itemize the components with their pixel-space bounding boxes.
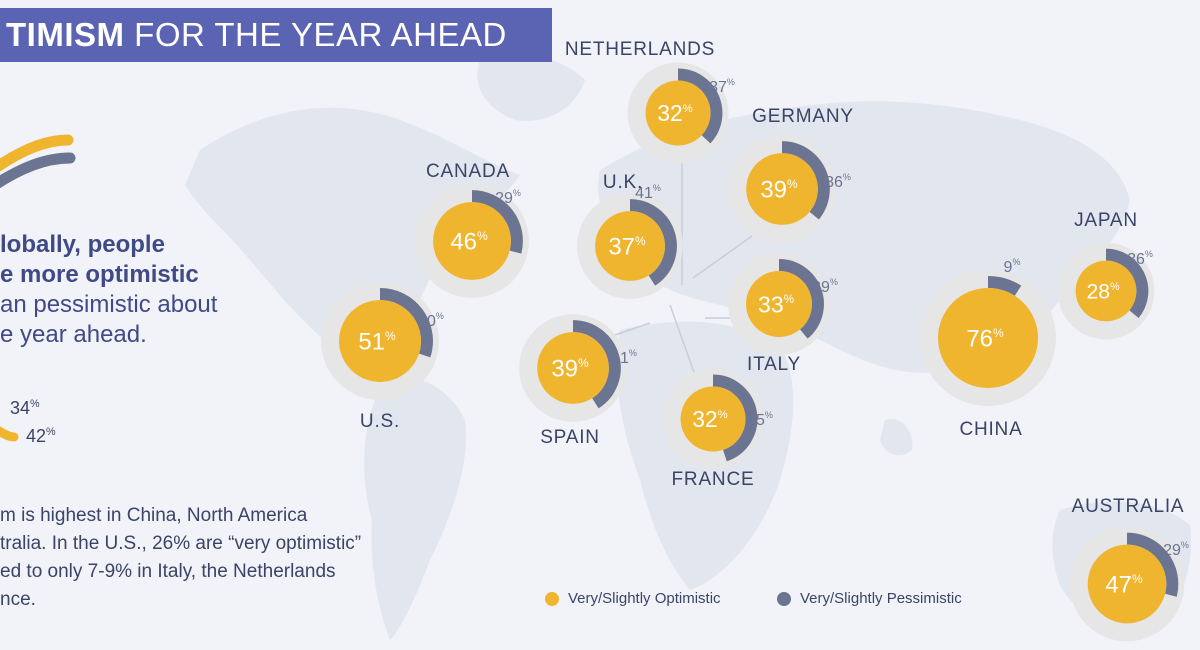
legend-optimistic: Very/Slightly Optimistic xyxy=(545,590,721,607)
country-canada-optimistic-disc xyxy=(433,202,511,280)
legend-pessimistic-swatch xyxy=(777,591,791,606)
legend-pessimistic-label: Very/Slightly Pessimistic xyxy=(800,590,962,607)
global-pessimistic-value: 34% xyxy=(10,398,40,418)
global-optimistic-value: 42% xyxy=(26,426,56,446)
global-arc-mini xyxy=(0,426,19,442)
country-japan: 28%36%JAPAN xyxy=(1057,210,1155,340)
country-china-optimistic-disc xyxy=(938,288,1038,388)
country-france-name: FRANCE xyxy=(672,469,755,490)
country-italy-optimistic-disc xyxy=(746,271,812,337)
country-japan-pessimistic-arc xyxy=(1105,248,1149,318)
headline-line-2: e more optimistic xyxy=(0,261,199,288)
legend-optimistic-swatch xyxy=(545,591,559,606)
global-arc-graphic xyxy=(0,134,76,442)
footnote-line-4: nce. xyxy=(0,589,36,610)
country-australia-pessimistic-arc xyxy=(1126,532,1179,597)
country-u-s-pessimistic-value: 30% xyxy=(418,311,444,330)
country-germany-optimistic-disc xyxy=(746,153,818,225)
footnote: m is highest in China, North America tra… xyxy=(0,502,361,614)
country-u-s-optimistic-disc xyxy=(339,300,421,382)
footnote-line-2: tralia. In the U.S., 26% are “very optim… xyxy=(0,533,362,554)
headline-line-4: e year ahead. xyxy=(0,321,147,348)
country-u-k-pessimistic-arc xyxy=(629,199,677,286)
leader-line-3 xyxy=(611,322,651,337)
landmass-0 xyxy=(185,107,520,353)
country-france-pessimistic-arc xyxy=(712,374,758,462)
country-canada-pessimistic-arc xyxy=(471,190,523,254)
country-france: 32% 45%FRANCE xyxy=(662,368,773,490)
country-germany-name: GERMANY xyxy=(752,106,854,127)
country-japan-optimistic-disc xyxy=(1075,260,1137,322)
country-japan-name: JAPAN xyxy=(1074,210,1138,231)
landmass-6 xyxy=(880,419,913,456)
headline: lobally, people e more optimistic an pes… xyxy=(0,230,217,350)
global-arc-pessimistic xyxy=(0,152,76,189)
country-canada: 46%29%CANADA xyxy=(415,161,529,298)
country-japan-pessimistic-value: 36% xyxy=(1127,249,1153,268)
country-china-name: CHINA xyxy=(959,419,1022,440)
headline-line-1: lobally, people xyxy=(0,231,165,258)
title-bold: TIMISM xyxy=(6,16,125,53)
country-spain-optimistic-value: 39% xyxy=(551,356,589,383)
country-u-k-name: U.K. xyxy=(603,172,643,193)
country-germany-pessimistic-arc xyxy=(781,141,830,220)
footnote-line-3: ed to only 7-9% in Italy, the Netherland… xyxy=(0,561,336,582)
title-rest: FOR THE YEAR AHEAD xyxy=(134,16,507,53)
country-spain-name: SPAIN xyxy=(540,427,600,448)
country-canada-pessimistic-value: 29% xyxy=(495,188,521,207)
country-spain: 39% 41%SPAIN xyxy=(519,314,637,448)
leader-line-1 xyxy=(692,235,753,279)
country-italy-name: ITALY xyxy=(747,354,801,375)
country-france-optimistic-disc xyxy=(680,386,746,452)
country-australia-optimistic-disc xyxy=(1087,544,1167,624)
country-u-s-name: U.S. xyxy=(360,411,400,432)
country-canada-name: CANADA xyxy=(426,161,510,182)
country-netherlands-pessimistic-value: 37% xyxy=(709,77,735,96)
headline-line-3: an pessimistic about xyxy=(0,291,218,318)
country-china-pessimistic-arc xyxy=(987,276,1022,296)
legend-optimistic-label: Very/Slightly Optimistic xyxy=(568,590,721,607)
country-u-k: 37%41%U.K. xyxy=(577,172,683,299)
page-title: TIMISM FOR THE YEAR AHEAD xyxy=(6,16,507,54)
landmass-2 xyxy=(364,377,466,640)
country-spain-optimistic-disc xyxy=(537,332,609,404)
leader-lines xyxy=(611,160,753,376)
country-australia: 47%29%AUSTRALIA xyxy=(1069,496,1189,642)
country-china: 76%9%CHINA xyxy=(920,257,1056,440)
landmass-1 xyxy=(477,55,585,121)
country-u-s-pessimistic-arc xyxy=(379,288,433,358)
country-netherlands-pessimistic-arc xyxy=(677,68,723,144)
country-australia-name: AUSTRALIA xyxy=(1072,496,1185,517)
title-banner xyxy=(0,8,552,62)
country-italy-pessimistic-arc xyxy=(778,259,824,339)
country-u-k-optimistic-disc xyxy=(595,211,665,281)
country-netherlands-name: NETHERLANDS xyxy=(565,39,715,60)
country-netherlands-optimistic-disc xyxy=(645,80,711,146)
legend-pessimistic: Very/Slightly Pessimistic xyxy=(777,590,962,607)
country-germany: 39% 36%GERMANY xyxy=(728,106,854,243)
country-netherlands: 32%37%NETHERLANDS xyxy=(565,39,735,164)
country-spain-pessimistic-arc xyxy=(572,320,621,409)
footnote-line-1: m is highest in China, North America xyxy=(0,505,308,526)
global-arc-optimistic xyxy=(0,134,74,172)
leader-line-2 xyxy=(669,304,696,376)
